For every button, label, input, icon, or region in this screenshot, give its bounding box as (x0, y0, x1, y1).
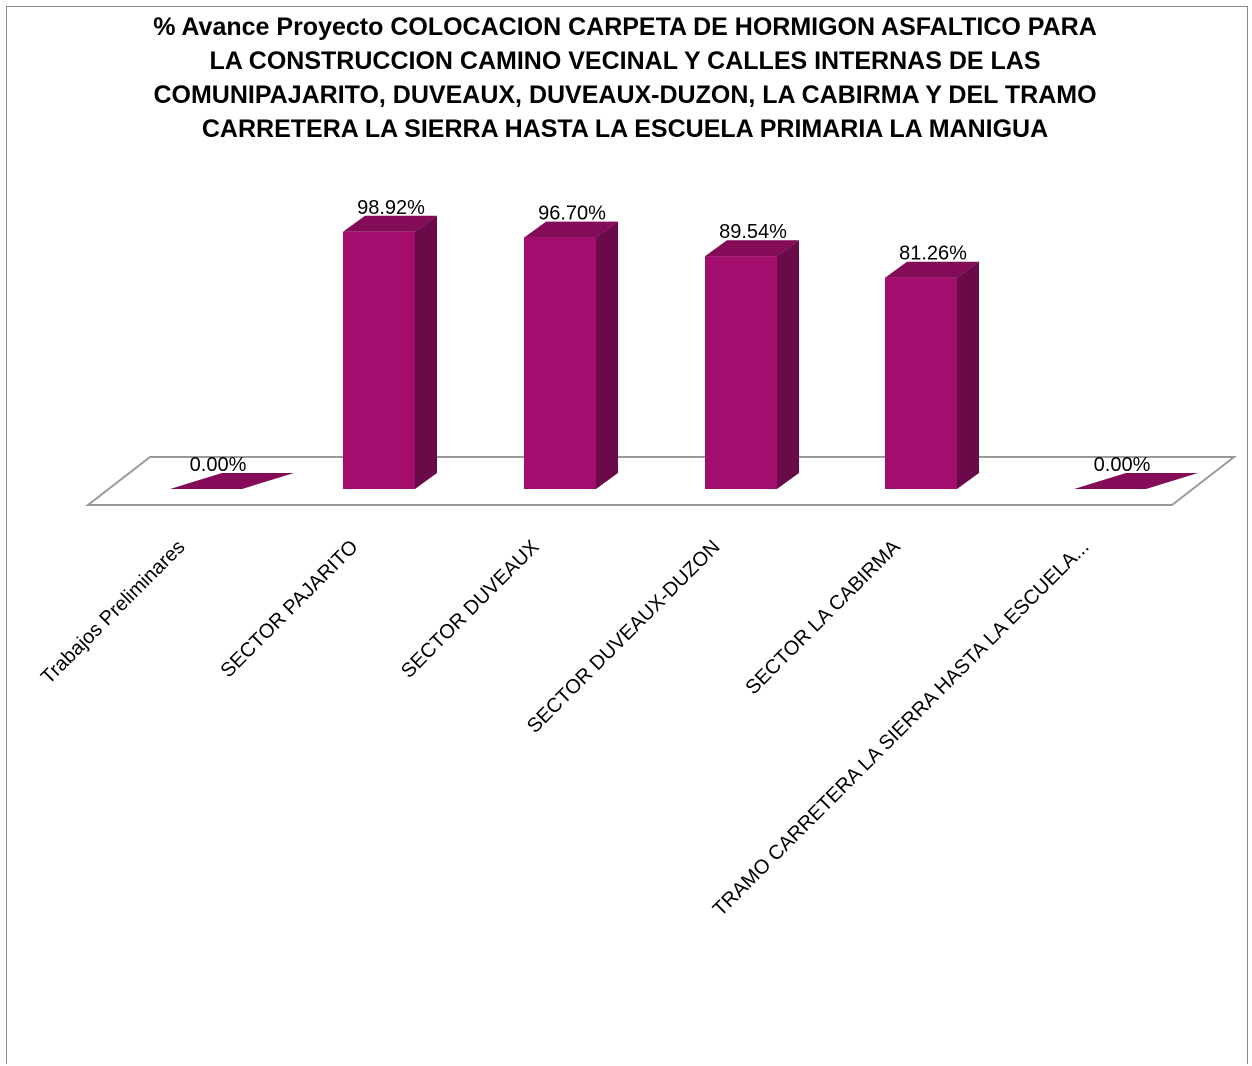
bar-3-side (596, 221, 618, 489)
data-label-1: 0.00% (190, 454, 247, 476)
data-label-2: 98.92% (357, 197, 425, 219)
bar-5-top (885, 261, 979, 278)
bar-4-side (777, 240, 799, 489)
category-label-5: SECTOR LA CABIRMA (741, 536, 905, 700)
data-label-5: 81.26% (899, 243, 967, 265)
bar-5-side (957, 261, 979, 489)
bar-2-side (415, 215, 437, 490)
data-label-4: 89.54% (719, 221, 787, 243)
bar-1-top (170, 473, 294, 489)
bar-4 (705, 256, 777, 489)
bar-3 (524, 237, 596, 489)
bar-5 (885, 277, 957, 489)
bar-2-top (343, 215, 437, 232)
category-label-6: TRAMO CARRETERA LA SIERRA HASTA LA ESCUE… (709, 536, 1094, 921)
data-label-3: 96.70% (538, 203, 606, 225)
bar-3-top (524, 221, 618, 238)
category-label-1: Trabajos Preliminares (37, 536, 190, 689)
category-label-4: SECTOR DUVEAUX-DUZON (523, 536, 725, 738)
category-label-3: SECTOR DUVEAUX (397, 536, 544, 683)
chart-frame (6, 6, 1248, 1064)
chart-title: % Avance Proyecto COLOCACION CARPETA DE … (153, 13, 1097, 143)
bar-4-top (705, 240, 799, 257)
data-label-6: 0.00% (1094, 454, 1151, 476)
category-label-2: SECTOR PAJARITO (217, 536, 363, 682)
bar-2 (343, 231, 415, 490)
bar-6-top (1074, 473, 1198, 489)
